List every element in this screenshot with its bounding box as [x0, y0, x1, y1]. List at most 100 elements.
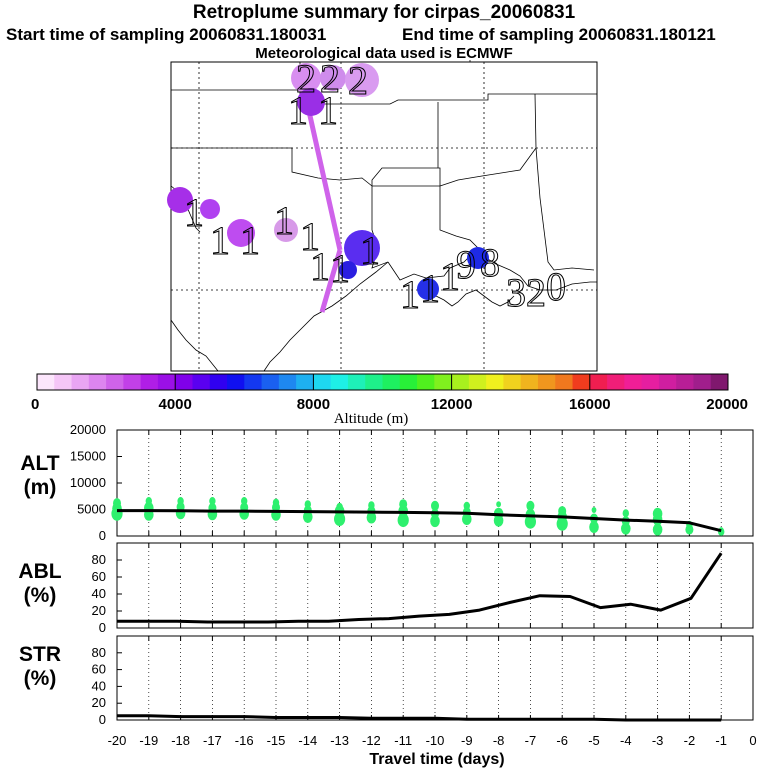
plume-day-labels: 2 2 21 111 1 1 11 1 11 1 19 83 2 0 [184, 56, 567, 318]
colorbar-cell [261, 374, 280, 390]
met-data-label: Meteorological data used is ECMWF [255, 45, 513, 62]
plume-marker [200, 199, 220, 219]
y-tick-label: 80 [92, 645, 106, 660]
colorbar-tick-label: 8000 [297, 396, 330, 413]
altitude-colorbar: 0 4000 8000 12000 16000 20000 Altitude (m) [31, 373, 748, 427]
altitude-point [496, 501, 501, 508]
colorbar-cell [296, 374, 314, 390]
plume-day-label: 1 [400, 272, 420, 317]
altitude-point [652, 507, 663, 520]
colorbar-cell [658, 374, 677, 390]
altitude-point [463, 501, 470, 510]
plume-day-label: 1 [318, 88, 338, 133]
plume-marker [467, 247, 489, 269]
altitude-point [526, 500, 535, 511]
colorbar-cell [693, 374, 712, 390]
x-tick-label: -20 [108, 733, 127, 748]
x-tick-label: -9 [461, 733, 473, 748]
y-axis-unit: (%) [24, 584, 57, 607]
x-tick-label: -4 [620, 733, 632, 748]
colorbar-cell [486, 374, 504, 390]
plume-day-label: 8 [480, 240, 500, 285]
x-tick-label: -5 [588, 733, 600, 748]
colorbar-cell [313, 374, 332, 390]
plume-day-label: 1 [288, 88, 308, 133]
colorbar-cell [330, 374, 349, 390]
time-series-panels: 20000150001000050000ALT(m)806040200ABL(%… [18, 422, 756, 748]
y-tick-label: 60 [92, 569, 106, 584]
plume-marker [167, 187, 193, 213]
colorbar-cell [192, 374, 211, 390]
y-tick-label: 10000 [70, 475, 106, 490]
y-tick-label: 20000 [70, 422, 106, 437]
plume-marker [345, 63, 379, 97]
y-axis-label: STR [19, 643, 61, 666]
plume-day-label: 0 [546, 264, 566, 309]
colorbar-cell [347, 374, 366, 390]
altitude-point [113, 498, 121, 509]
plume-day-label: 1 [440, 254, 460, 299]
x-tick-label: -11 [394, 733, 412, 748]
plume-day-label: 3 [506, 270, 526, 315]
y-axis-unit: (m) [24, 476, 57, 499]
plume-markers [167, 63, 489, 300]
plume-marker [297, 88, 325, 116]
plume-marker [291, 63, 321, 93]
y-tick-label: 40 [92, 678, 106, 693]
colorbar-cell [503, 374, 522, 390]
x-tick-label: -13 [330, 733, 349, 748]
colorbar-cell [555, 374, 574, 390]
altitude-point [145, 497, 152, 506]
x-tick-label: -2 [684, 733, 696, 748]
chart-title: Retroplume summary for cirpas_20060831 [192, 2, 576, 23]
colorbar-cell [175, 374, 193, 390]
altitude-point [431, 500, 439, 511]
plume-marker [417, 278, 439, 300]
series-line-abl [117, 552, 723, 624]
colorbar-cell [589, 374, 608, 390]
y-tick-label: 40 [92, 586, 106, 601]
plume-day-label: 2 [296, 56, 316, 101]
y-tick-label: 5000 [77, 502, 106, 517]
colorbar-cell [227, 374, 245, 390]
colorbar-cell [624, 374, 643, 390]
x-tick-label: -17 [203, 733, 222, 748]
colorbar-tick-label: 0 [31, 396, 39, 413]
colorbar-cell [157, 374, 176, 390]
x-tick-label: -3 [652, 733, 664, 748]
plume-marker [227, 219, 255, 247]
colorbar-tick-label: 12000 [431, 396, 473, 413]
colorbar-cell [520, 374, 539, 390]
plume-day-label: 1 [240, 218, 260, 263]
colorbar-cell [278, 374, 297, 390]
plume-day-label: 1 [300, 214, 320, 259]
series-line-str [117, 714, 722, 722]
altitude-point [397, 513, 409, 528]
plume-day-label: 2 [526, 270, 546, 315]
plume-day-label: 1 [420, 266, 440, 311]
panel-abl: 80 60 40 20 0 ABL(%) [18, 542, 754, 635]
x-tick-label: -8 [493, 733, 505, 748]
x-tick-label: -19 [139, 733, 158, 748]
series-line-alt [117, 509, 722, 533]
plume-marker [320, 65, 346, 91]
end-time-label: End time of sampling 20060831.180121 [402, 25, 716, 44]
colorbar-cell [607, 374, 625, 390]
y-tick-label: 80 [92, 552, 106, 567]
map-panel: 2 2 21 111 1 1 11 1 11 1 19 83 2 0 [167, 56, 598, 372]
altitude-point [241, 497, 248, 506]
altitude-point [304, 500, 311, 509]
altitude-point [589, 520, 599, 533]
x-tick-label: -12 [362, 733, 381, 748]
plume-day-label: 1 [184, 190, 204, 235]
altitude-point [272, 498, 280, 507]
plume-day-label: 1 [330, 246, 350, 291]
y-tick-label: 60 [92, 662, 106, 677]
colorbar-tick-label: 16000 [569, 396, 611, 413]
colorbar-frame [36, 373, 729, 391]
plume-day-label: 1 [360, 228, 380, 273]
plume-day-label: 1 [274, 198, 294, 243]
colorbar-cell [434, 374, 453, 390]
colorbar-cell [399, 374, 418, 390]
